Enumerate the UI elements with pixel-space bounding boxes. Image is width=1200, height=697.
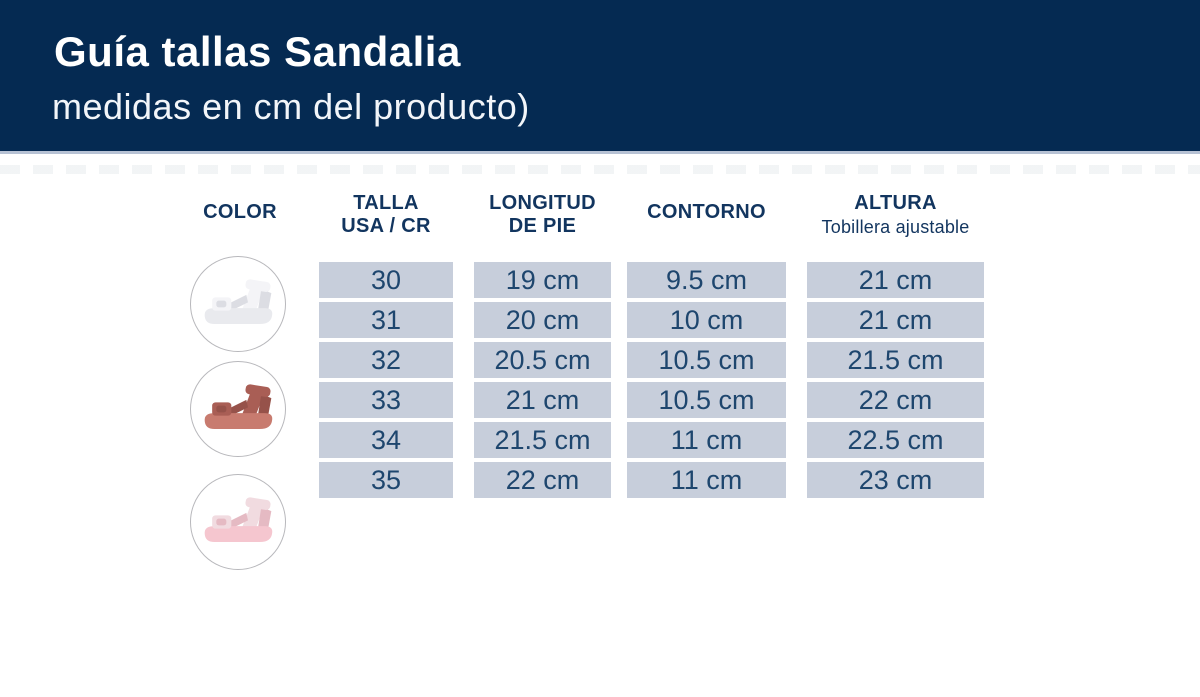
column-header-label: COLOR: [203, 201, 277, 223]
longitud-cell: 20 cm: [474, 302, 611, 338]
sandal-icon: [204, 384, 273, 429]
talla-cell: 35: [319, 462, 453, 498]
talla-cell: 30: [319, 262, 453, 298]
talla-cell: 31: [319, 302, 453, 338]
talla-column: 30 31 32 33 34 35: [319, 262, 453, 498]
page-subtitle: medidas en cm del producto): [52, 86, 530, 127]
banner: Guía tallas Sandalia medidas en cm del p…: [0, 0, 1200, 154]
talla-cell: 32: [319, 342, 453, 378]
white-sandal-photo: [190, 256, 286, 352]
column-header-talla: TALLA USA / CR: [319, 192, 453, 238]
contorno-cell: 10 cm: [627, 302, 786, 338]
contorno-cell: 11 cm: [627, 462, 786, 498]
longitud-cell: 20.5 cm: [474, 342, 611, 378]
altura-cell: 23 cm: [807, 462, 984, 498]
column-header-label: LONGITUD: [489, 192, 596, 214]
altura-cell: 21.5 cm: [807, 342, 984, 378]
column-header-altura: ALTURA Tobillera ajustable: [807, 192, 984, 240]
talla-cell: 34: [319, 422, 453, 458]
perforation-strip: [0, 165, 1200, 174]
page-title: Guía tallas Sandalia: [54, 28, 461, 75]
column-header-label: USA / CR: [341, 215, 431, 237]
pink-sandal-photo: [190, 474, 286, 570]
contorno-cell: 10.5 cm: [627, 382, 786, 418]
column-header-label: TALLA: [353, 192, 419, 214]
longitud-cell: 22 cm: [474, 462, 611, 498]
longitud-cell: 21 cm: [474, 382, 611, 418]
altura-column: 21 cm 21 cm 21.5 cm 22 cm 22.5 cm 23 cm: [807, 262, 984, 498]
sandal-icon: [204, 497, 273, 542]
color-swatch-column: [190, 256, 286, 570]
longitud-cell: 21.5 cm: [474, 422, 611, 458]
altura-cell: 22.5 cm: [807, 422, 984, 458]
contorno-column: 9.5 cm 10 cm 10.5 cm 10.5 cm 11 cm 11 cm: [627, 262, 786, 498]
contorno-cell: 11 cm: [627, 422, 786, 458]
column-header-sublabel: Tobillera ajustable: [821, 217, 970, 237]
contorno-cell: 9.5 cm: [627, 262, 786, 298]
longitud-cell: 19 cm: [474, 262, 611, 298]
longitud-column: 19 cm 20 cm 20.5 cm 21 cm 21.5 cm 22 cm: [474, 262, 611, 498]
column-header-label: DE PIE: [508, 215, 577, 237]
column-header-color: COLOR: [180, 201, 300, 224]
sandal-icon: [204, 279, 273, 324]
column-header-label: ALTURA: [854, 192, 937, 214]
talla-cell: 33: [319, 382, 453, 418]
mauve-sandal-photo: [190, 361, 286, 457]
altura-cell: 21 cm: [807, 302, 984, 338]
column-header-longitud: LONGITUD DE PIE: [474, 192, 611, 238]
contorno-cell: 10.5 cm: [627, 342, 786, 378]
altura-cell: 22 cm: [807, 382, 984, 418]
column-header-contorno: CONTORNO: [627, 201, 786, 224]
column-header-label: CONTORNO: [647, 201, 766, 223]
altura-cell: 21 cm: [807, 262, 984, 298]
